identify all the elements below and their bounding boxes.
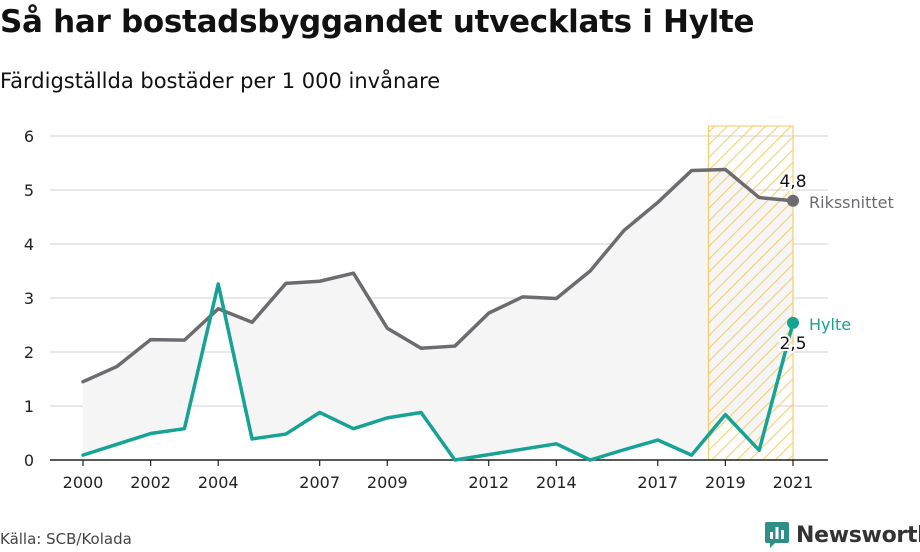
series-line-rikssnittet (81, 167, 795, 384)
area-between-series (83, 169, 793, 461)
end-point (787, 194, 799, 207)
x-tick-label: 2004 (198, 473, 239, 492)
x-tick-label: 2000 (63, 473, 104, 492)
y-tick-label: 5 (24, 181, 34, 200)
x-tick-label: 2007 (299, 473, 340, 492)
end-point (787, 316, 799, 329)
x-tick-label: 2009 (367, 473, 408, 492)
x-tick-label: 2021 (773, 473, 814, 492)
y-tick-label: 1 (24, 397, 34, 416)
brand-logo[interactable]: Newsworthy (764, 520, 920, 550)
x-tick-label: 2002 (130, 473, 171, 492)
chart-title: Så har bostadsbyggandet utvecklats i Hyl… (0, 4, 755, 40)
x-tick-label: 2012 (468, 473, 509, 492)
series-line-hylte (81, 282, 795, 462)
data-value-label: 2,5 (779, 334, 806, 354)
y-tick-label: 6 (24, 127, 34, 146)
x-tick-label: 2019 (705, 473, 746, 492)
y-tick-label: 2 (24, 343, 34, 362)
x-tick-label: 2014 (536, 473, 577, 492)
series-name-label: Rikssnittet (809, 193, 894, 212)
source-note: Källa: SCB/Kolada (0, 530, 132, 548)
chart-subtitle: Färdigställda bostäder per 1 000 invånar… (0, 69, 441, 93)
y-tick-label: 4 (24, 235, 34, 254)
brand-name: Newsworthy (796, 522, 920, 548)
data-value-label: 4,8 (779, 172, 806, 192)
y-tick-label: 0 (24, 451, 34, 470)
x-tick-label: 2017 (637, 473, 678, 492)
series-name-label: Hylte (809, 315, 851, 334)
y-tick-label: 3 (24, 289, 34, 308)
highlight-period (707, 125, 794, 461)
newsworthy-logo-icon (765, 522, 789, 548)
